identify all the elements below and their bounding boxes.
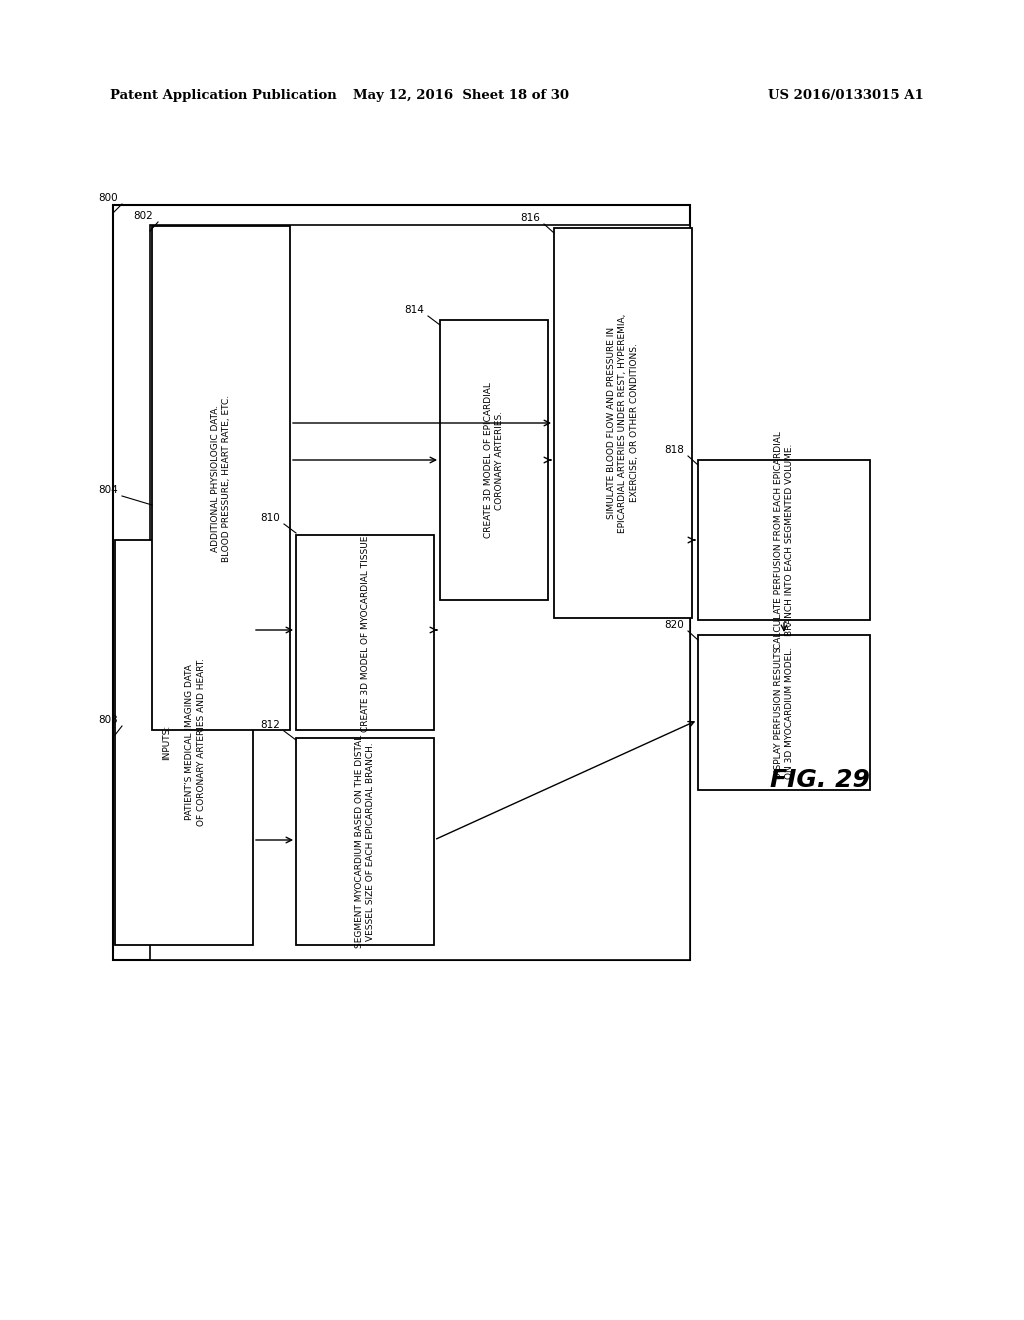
Text: FIG. 29: FIG. 29 bbox=[770, 768, 870, 792]
Text: 816: 816 bbox=[520, 213, 540, 223]
Bar bbox=[698, 459, 870, 620]
Text: DISPLAY PERFUSION RESULTS
ON 3D MYOCARDIUM MODEL.: DISPLAY PERFUSION RESULTS ON 3D MYOCARDI… bbox=[773, 647, 795, 779]
Bar bbox=[440, 319, 548, 601]
Bar bbox=[698, 635, 870, 789]
Text: CREATE 3D MODEL OF MYOCARDIAL TISSUE.: CREATE 3D MODEL OF MYOCARDIAL TISSUE. bbox=[360, 533, 370, 733]
Text: 814: 814 bbox=[404, 305, 424, 315]
Text: 802: 802 bbox=[133, 211, 153, 220]
Bar bbox=[115, 540, 253, 945]
Bar bbox=[152, 226, 290, 730]
Text: SEGMENT MYOCARDIUM BASED ON THE DISTAL
VESSEL SIZE OF EACH EPICARDIAL BRANCH.: SEGMENT MYOCARDIUM BASED ON THE DISTAL V… bbox=[354, 735, 376, 948]
Text: 803: 803 bbox=[98, 715, 118, 725]
Text: 812: 812 bbox=[260, 719, 280, 730]
Text: 818: 818 bbox=[664, 445, 684, 455]
Bar bbox=[296, 738, 434, 945]
Bar bbox=[113, 205, 690, 960]
Text: Patent Application Publication: Patent Application Publication bbox=[110, 88, 337, 102]
Text: 804: 804 bbox=[98, 484, 118, 495]
Text: May 12, 2016  Sheet 18 of 30: May 12, 2016 Sheet 18 of 30 bbox=[353, 88, 568, 102]
Text: CREATE 3D MODEL OF EPICARDIAL
CORONARY ARTERIES.: CREATE 3D MODEL OF EPICARDIAL CORONARY A… bbox=[483, 381, 505, 539]
Text: SIMULATE BLOOD FLOW AND PRESSURE IN
EPICARDIAL ARTERIES UNDER REST, HYPEREMIA,
E: SIMULATE BLOOD FLOW AND PRESSURE IN EPIC… bbox=[606, 313, 639, 533]
Text: 810: 810 bbox=[260, 513, 280, 523]
Text: CALCULATE PERFUSION FROM EACH EPICARDIAL
BRANCH INTO EACH SEGMENTED VOLUME.: CALCULATE PERFUSION FROM EACH EPICARDIAL… bbox=[773, 432, 795, 649]
Bar bbox=[296, 535, 434, 730]
Text: 800: 800 bbox=[98, 193, 118, 203]
Bar bbox=[150, 224, 690, 960]
Text: US 2016/0133015 A1: US 2016/0133015 A1 bbox=[768, 88, 924, 102]
Text: INPUTS:

PATIENT’S MEDICAL IMAGING DATA
OF CORONARY ARTERIES AND HEART.: INPUTS: PATIENT’S MEDICAL IMAGING DATA O… bbox=[162, 659, 206, 826]
Text: ADDITIONAL PHYSIOLOGIC DATA.
BLOOD PRESSURE, HEART RATE, ETC.: ADDITIONAL PHYSIOLOGIC DATA. BLOOD PRESS… bbox=[211, 395, 231, 561]
Text: 820: 820 bbox=[665, 620, 684, 630]
Bar bbox=[554, 228, 692, 618]
